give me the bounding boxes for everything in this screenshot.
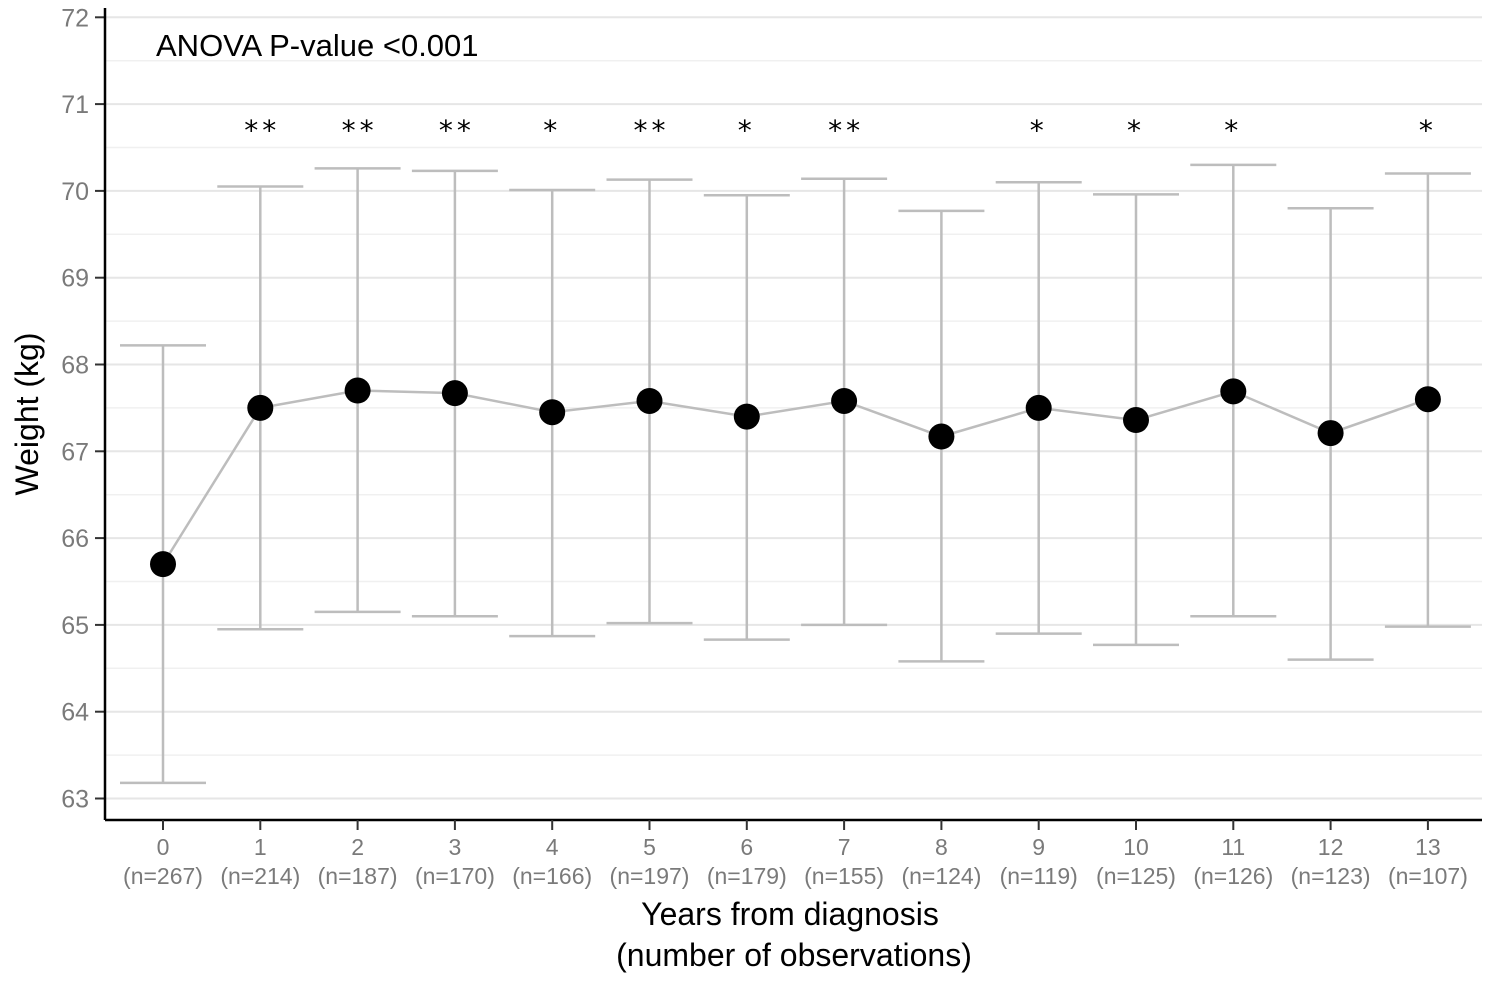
x-tick-count-label: (n=170) bbox=[415, 863, 495, 889]
mean-point bbox=[344, 377, 371, 404]
y-axis-title: Weight (kg) bbox=[9, 332, 45, 495]
y-tick-label: 70 bbox=[61, 178, 89, 206]
x-tick-count-label: (n=197) bbox=[610, 863, 690, 889]
y-tick-label: 63 bbox=[61, 786, 89, 814]
point-layer bbox=[150, 377, 1441, 578]
significance-label: * bbox=[1419, 114, 1437, 147]
mean-point bbox=[1414, 386, 1441, 413]
x-tick-label: 6 bbox=[740, 834, 753, 860]
x-tick-count-label: (n=179) bbox=[707, 863, 787, 889]
significance-label: ** bbox=[828, 114, 864, 147]
significance-label: * bbox=[1127, 114, 1145, 147]
x-tick-label: 10 bbox=[1123, 834, 1149, 860]
x-tick-count-label: (n=126) bbox=[1193, 863, 1273, 889]
mean-point bbox=[247, 394, 274, 421]
mean-point bbox=[928, 423, 955, 450]
mean-point bbox=[636, 387, 663, 414]
x-tick-label: 2 bbox=[351, 834, 364, 860]
x-tick-label: 9 bbox=[1032, 834, 1045, 860]
anova-annotation: ANOVA P-value <0.001 bbox=[156, 28, 479, 63]
y-tick-label: 71 bbox=[61, 91, 89, 119]
x-tick-count-label: (n=214) bbox=[220, 863, 300, 889]
x-tick-label: 7 bbox=[838, 834, 851, 860]
mean-point bbox=[1220, 378, 1247, 405]
mean-trend-line bbox=[161, 389, 1429, 565]
x-tick-count-label: (n=124) bbox=[901, 863, 981, 889]
x-tick-label: 4 bbox=[546, 834, 559, 860]
significance-label: ** bbox=[439, 114, 475, 147]
mean-point bbox=[150, 551, 176, 578]
mean-point bbox=[733, 403, 760, 430]
x-tick-label: 0 bbox=[157, 834, 170, 860]
x-tick-label: 11 bbox=[1221, 834, 1245, 860]
significance-label: * bbox=[1224, 114, 1242, 147]
y-tick-label: 69 bbox=[61, 265, 89, 293]
y-tick-label: 67 bbox=[61, 438, 89, 466]
significance-label: ** bbox=[634, 114, 670, 147]
significance-label: * bbox=[1030, 114, 1048, 147]
x-tick-label: 3 bbox=[449, 834, 462, 860]
x-tick-label: 8 bbox=[935, 834, 948, 860]
x-axis-subtitle: (number of observations) bbox=[616, 937, 972, 973]
axis-layer bbox=[95, 8, 1482, 830]
x-tick-label: 1 bbox=[254, 834, 267, 860]
significance-label: * bbox=[738, 114, 756, 147]
label-layer: 636465666768697071720(n=267)1(n=214)2(n=… bbox=[61, 4, 1468, 889]
mean-point bbox=[539, 399, 566, 426]
significance-label: ** bbox=[244, 114, 280, 147]
x-tick-count-label: (n=155) bbox=[804, 863, 884, 889]
errorbar-layer bbox=[120, 163, 1471, 785]
mean-point bbox=[1123, 407, 1149, 434]
mean-line-layer bbox=[161, 389, 1429, 565]
y-tick-label: 68 bbox=[61, 352, 89, 380]
grid-layer bbox=[105, 16, 1482, 800]
x-tick-label: 12 bbox=[1318, 834, 1344, 860]
x-tick-count-label: (n=107) bbox=[1388, 863, 1468, 889]
x-tick-label: 13 bbox=[1415, 834, 1441, 860]
y-tick-label: 66 bbox=[61, 525, 89, 553]
mean-point bbox=[1025, 394, 1052, 421]
x-tick-count-label: (n=125) bbox=[1096, 863, 1176, 889]
y-tick-label: 64 bbox=[61, 699, 89, 727]
x-tick-count-label: (n=123) bbox=[1291, 863, 1371, 889]
mean-point bbox=[441, 380, 468, 407]
y-tick-label: 65 bbox=[61, 612, 89, 640]
mean-point bbox=[831, 387, 858, 414]
significance-label: ** bbox=[342, 114, 378, 147]
significance-label: * bbox=[543, 114, 561, 147]
x-tick-count-label: (n=119) bbox=[1000, 863, 1078, 889]
x-tick-count-label: (n=267) bbox=[123, 863, 203, 889]
mean-point bbox=[1317, 420, 1344, 447]
y-tick-label: 72 bbox=[61, 4, 89, 32]
x-tick-count-label: (n=187) bbox=[318, 863, 398, 889]
x-tick-count-label: (n=166) bbox=[512, 863, 592, 889]
x-axis-title: Years from diagnosis bbox=[641, 896, 939, 932]
x-tick-label: 5 bbox=[643, 834, 656, 860]
